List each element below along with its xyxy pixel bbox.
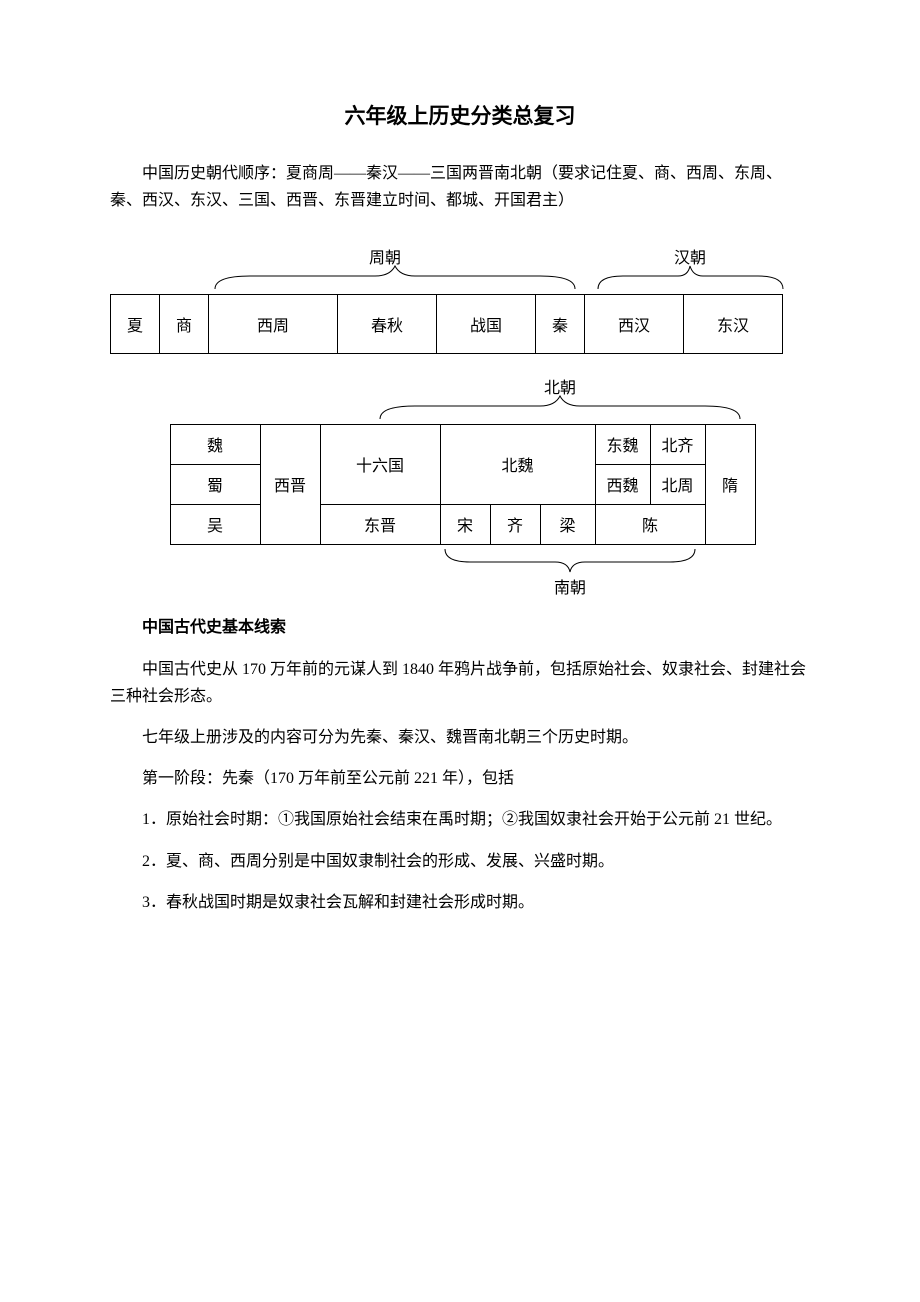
heading-basic: 中国古代史基本线索 [142,614,810,641]
dynasty-timeline-2: 北朝 魏 西晋 十六国 北魏 东魏 北齐 隋 蜀 西魏 北周 吴 东晋 宋 齐 … [170,374,810,594]
cell-xiwei: 西魏 [595,464,651,505]
page-title: 六年级上历史分类总复习 [110,100,810,130]
timeline-grid-2: 魏 西晋 十六国 北魏 东魏 北齐 隋 蜀 西魏 北周 吴 东晋 宋 齐 梁 陈 [170,424,810,544]
intro-paragraph: 中国历史朝代顺序：夏商周——秦汉——三国两晋南北朝（要求记住夏、商、西周、东周、… [110,160,810,214]
brace-nan-icon [440,546,700,574]
cell-shang: 商 [159,294,209,354]
cell-zhanguo: 战国 [436,294,536,354]
cell-beizhou: 北周 [650,464,706,505]
dynasty-timeline-1: 周朝 汉朝 夏 商 西周 春秋 战国 秦 西汉 东汉 [110,244,810,354]
cell-dongjin: 东晋 [320,504,441,545]
cell-shu: 蜀 [170,464,261,505]
cell-wu: 吴 [170,504,261,545]
para-4: 1．原始社会时期：①我国原始社会结束在禹时期；②我国奴隶社会开始于公元前 21 … [110,806,810,833]
cell-song: 宋 [440,504,491,545]
cell-shiliu: 十六国 [320,424,441,505]
timeline-row-1: 夏 商 西周 春秋 战国 秦 西汉 东汉 [110,294,810,354]
cell-chen: 陈 [595,504,706,545]
cell-chunqiu: 春秋 [337,294,437,354]
cell-wei: 魏 [170,424,261,465]
cell-beiqi: 北齐 [650,424,706,465]
para-3: 第一阶段：先秦（170 万年前至公元前 221 年），包括 [110,765,810,792]
cell-xia: 夏 [110,294,160,354]
cell-sui: 隋 [705,424,756,545]
para-2: 七年级上册涉及的内容可分为先秦、秦汉、魏晋南北朝三个历史时期。 [110,724,810,751]
cell-qin: 秦 [535,294,585,354]
cell-xihan: 西汉 [584,294,684,354]
cell-dongwei: 东魏 [595,424,651,465]
para-5: 2．夏、商、西周分别是中国奴隶制社会的形成、发展、兴盛时期。 [110,848,810,875]
brace-label-nan: 南朝 [550,574,590,598]
cell-xizhou: 西周 [208,294,338,354]
cell-liang: 梁 [540,504,596,545]
cell-qi: 齐 [490,504,541,545]
cell-donghan: 东汉 [683,294,783,354]
para-6: 3．春秋战国时期是奴隶社会瓦解和封建社会形成时期。 [110,889,810,916]
cell-xijin: 西晋 [260,424,321,545]
brace-han-icon [593,264,788,292]
cell-beiwei: 北魏 [440,424,596,505]
brace-bei-icon [375,394,745,422]
para-1: 中国古代史从 170 万年前的元谋人到 1840 年鸦片战争前，包括原始社会、奴… [110,656,810,710]
brace-zhou-icon [210,264,580,292]
